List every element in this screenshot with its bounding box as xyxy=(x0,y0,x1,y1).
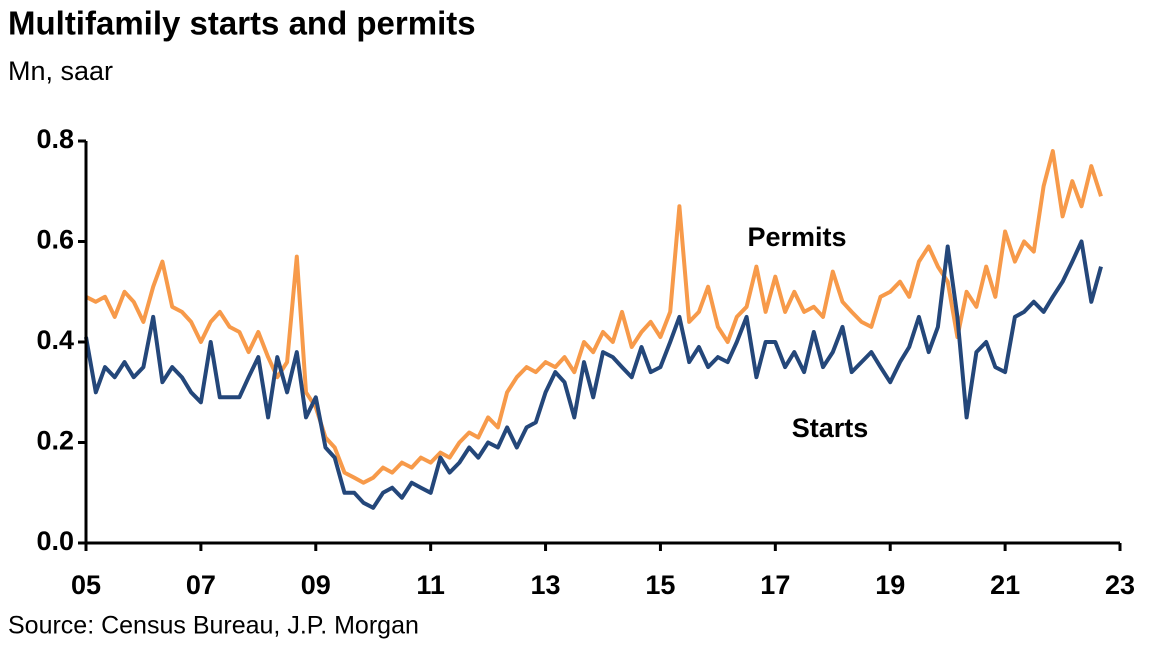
x-tick-label: 15 xyxy=(645,570,675,600)
series-line xyxy=(85,149,1103,485)
x-tick-label: 19 xyxy=(875,570,905,600)
x-tick-label: 11 xyxy=(416,570,445,600)
annotation: Permits xyxy=(747,222,846,252)
x-tick-label: 09 xyxy=(301,570,331,600)
x-tick-label: 23 xyxy=(1105,570,1135,600)
y-tick-label: 0.0 xyxy=(36,526,74,556)
chart-title: Multifamily starts and permits xyxy=(8,5,476,42)
x-tick-label: 17 xyxy=(760,570,790,600)
x-tick-label: 05 xyxy=(71,570,101,600)
source: Source: Census Bureau, J.P. Morgan xyxy=(8,612,419,640)
series-line xyxy=(84,239,1103,510)
y-tick-label: 0.8 xyxy=(36,124,74,154)
chart-subtitle: Mn, saar xyxy=(8,56,113,86)
annotation: Starts xyxy=(792,413,869,443)
y-tick-label: 0.6 xyxy=(36,225,74,255)
x-tick-label: 13 xyxy=(531,570,561,600)
x-tick-label: 07 xyxy=(186,570,216,600)
y-tick-label: 0.2 xyxy=(36,426,74,456)
x-tick-label: 21 xyxy=(990,570,1020,600)
y-tick-label: 0.4 xyxy=(36,325,74,355)
